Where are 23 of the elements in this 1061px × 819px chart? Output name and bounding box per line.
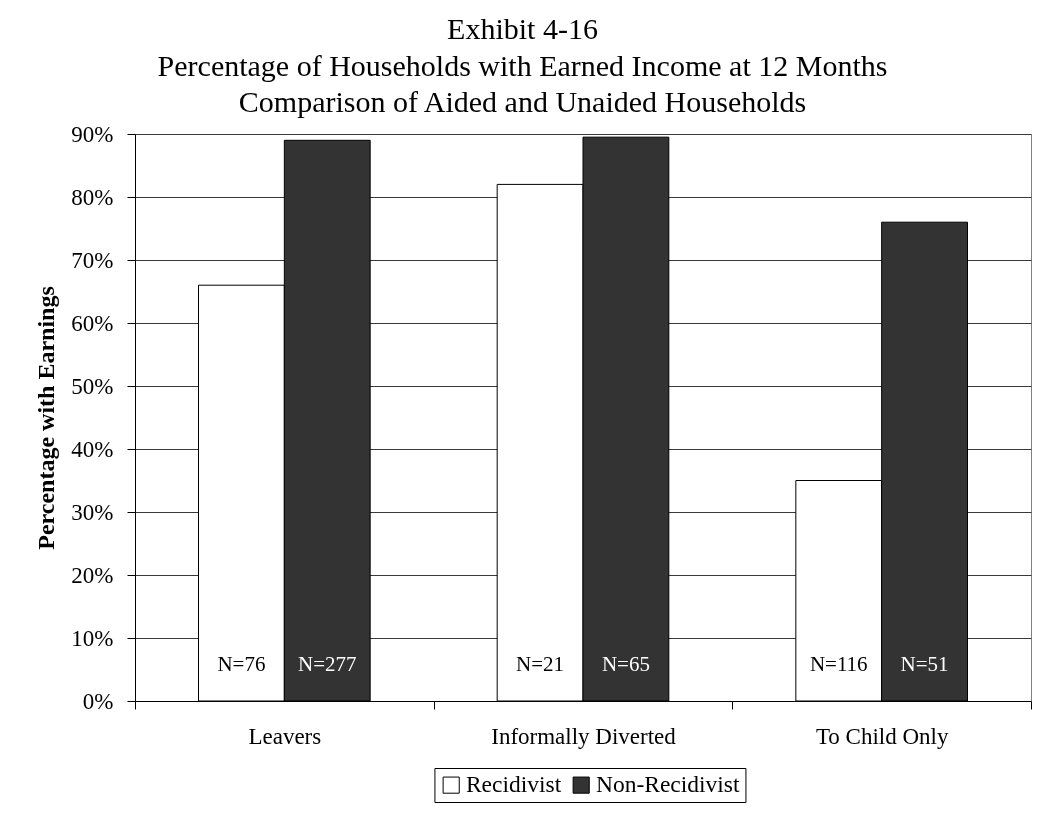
chart-title: Exhibit 4-16 Percentage of Households with Earned Income at 12 Months Comparison of Aided and Unaided Households <box>157 12 888 118</box>
x-tick-label: To Child Only <box>815 723 949 749</box>
legend-label: Non-Recidivist <box>595 771 740 798</box>
y-tick-label: 70% <box>71 247 114 273</box>
y-tick-label: 20% <box>71 562 114 588</box>
annotation: N=76 <box>217 652 266 676</box>
y-tick-label: 60% <box>71 310 114 336</box>
y-tick-label: 80% <box>71 184 114 210</box>
y-tick-label: 0% <box>82 688 114 714</box>
y-axis-title: Percentage with Earnings <box>33 286 60 550</box>
y-tick-label: 40% <box>71 436 114 462</box>
annotation: N=65 <box>601 652 650 676</box>
y-tick-label: 90% <box>71 121 114 147</box>
x-tick-label: Leavers <box>248 723 322 749</box>
annotation: N=277 <box>297 652 357 676</box>
y-tick-label: 10% <box>71 625 114 651</box>
annotation: N=51 <box>900 652 949 676</box>
annotation: N=21 <box>516 652 565 676</box>
y-tick-label: 30% <box>71 499 114 525</box>
x-tick-label: Informally Diverted <box>491 723 677 749</box>
y-tick-label: 50% <box>71 373 114 399</box>
legend-label: Recidivist <box>465 771 562 798</box>
annotation: N=116 <box>809 652 868 676</box>
